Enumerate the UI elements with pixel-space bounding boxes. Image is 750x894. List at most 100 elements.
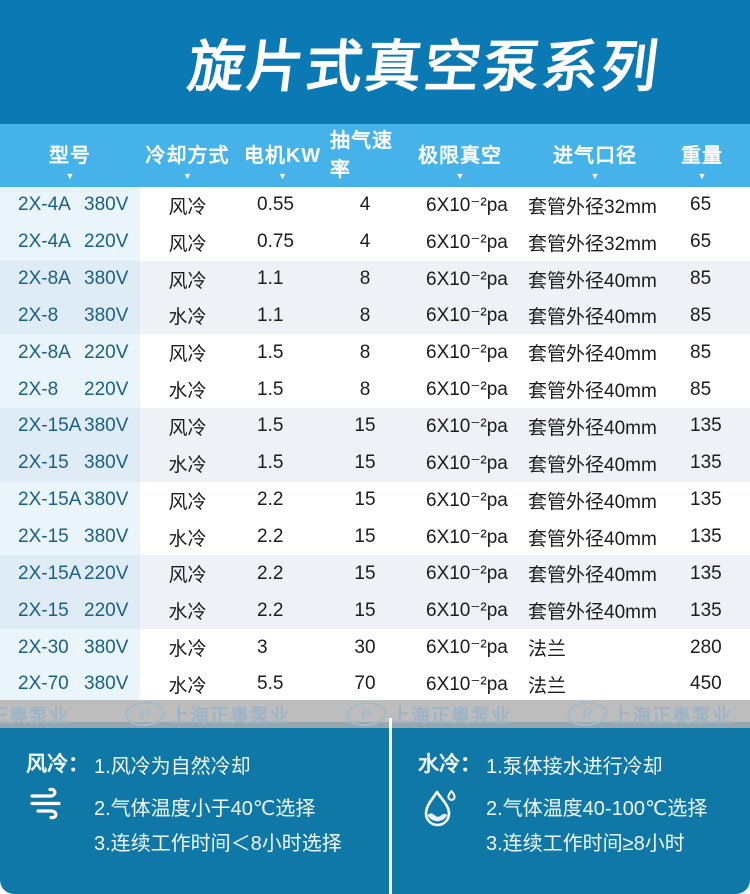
column-header-weight: 重量 ▼	[670, 124, 750, 195]
ultimate-vacuum-cell: 6X10⁻²pa	[426, 563, 508, 585]
ultimate-vacuum-cell: 6X10⁻²pa	[426, 305, 508, 327]
weight-cell: 65	[690, 231, 712, 253]
weight-cell: 65	[690, 194, 712, 216]
weight-cell: 135	[690, 526, 722, 548]
motor-kw-cell: 1.5	[257, 415, 284, 437]
table-row: 2X-15 220V 水冷 2.2 15 6X10⁻²pa 套管外径40mm 135	[0, 592, 750, 630]
pumping-rate-cell: 4	[359, 231, 371, 253]
weight-cell: 85	[690, 268, 712, 290]
model-name: 2X-15	[18, 526, 69, 548]
column-header-inlet: 进气口径 ▼	[520, 124, 670, 195]
sort-triangle-icon: ▼	[278, 170, 287, 181]
model-cell: 2X-15 220V	[0, 592, 140, 630]
model-name: 2X-70	[18, 673, 69, 695]
air-cooling-label: 风冷：	[26, 753, 89, 776]
pumping-rate-cell: 8	[359, 378, 371, 400]
page-title: 旋片式真空泵系列	[184, 34, 665, 98]
motor-kw-cell: 0.55	[257, 194, 294, 216]
model-cell: 2X-8A 220V	[0, 334, 140, 372]
motor-kw-cell: 1.1	[257, 268, 284, 290]
table-row: 2X-8A 380V 风冷 1.1 8 6X10⁻²pa 套管外径40mm 85	[0, 260, 750, 298]
model-cell: 2X-8 220V	[0, 371, 140, 409]
motor-kw-cell: 1.5	[257, 341, 284, 363]
sort-triangle-icon: ▼	[65, 170, 75, 181]
water-drop-icon	[420, 786, 458, 839]
cooling-cell: 水冷	[168, 307, 207, 329]
ultimate-vacuum-cell: 6X10⁻²pa	[426, 231, 508, 253]
pumping-rate-cell: 30	[354, 636, 376, 658]
inlet-diameter-cell: 法兰	[528, 639, 567, 661]
model-voltage: 220V	[84, 231, 129, 253]
model-name: 2X-8	[18, 378, 59, 400]
ultimate-vacuum-cell: 6X10⁻²pa	[426, 342, 508, 364]
pumping-rate-cell: 15	[354, 415, 376, 437]
weight-cell: 280	[690, 636, 722, 658]
inlet-diameter-cell: 套管外径40mm	[528, 454, 657, 476]
inlet-diameter-cell: 套管外径40mm	[528, 565, 657, 587]
model-voltage: 380V	[84, 489, 129, 511]
motor-kw-cell: 1.5	[257, 452, 284, 474]
inlet-diameter-cell: 套管外径40mm	[528, 528, 657, 550]
pumping-rate-cell: 15	[354, 599, 376, 621]
ultimate-vacuum-cell: 6X10⁻²pa	[426, 600, 508, 622]
model-cell: 2X-15A 380V	[0, 481, 140, 519]
inlet-diameter-cell: 套管外径40mm	[528, 270, 657, 292]
column-header-label: 极限真空	[418, 144, 502, 167]
ultimate-vacuum-cell: 6X10⁻²pa	[426, 194, 508, 216]
inlet-diameter-cell: 套管外径40mm	[528, 491, 657, 513]
model-name: 2X-15A	[18, 415, 82, 437]
inlet-diameter-cell: 套管外径40mm	[528, 307, 657, 329]
cooling-cell: 风冷	[168, 233, 207, 255]
model-cell: 2X-15A 380V	[0, 408, 140, 445]
ultimate-vacuum-cell: 6X10⁻²pa	[426, 268, 508, 290]
motor-kw-cell: 5.5	[257, 673, 284, 695]
table-row: 2X-15 380V 水冷 1.5 15 6X10⁻²pa 套管外径40mm 135	[0, 444, 750, 482]
cooling-cell: 水冷	[168, 602, 207, 624]
table-row: 2X-15 380V 水冷 2.2 15 6X10⁻²pa 套管外径40mm 135	[0, 518, 750, 556]
model-voltage: 380V	[84, 673, 129, 695]
cooling-cell: 水冷	[168, 675, 207, 697]
column-header-label: 型号	[49, 144, 91, 167]
inlet-diameter-cell: 套管外径32mm	[528, 196, 657, 218]
weight-cell: 135	[690, 415, 722, 437]
model-cell: 2X-4A 380V	[0, 187, 140, 224]
sort-triangle-icon: ▼	[455, 170, 465, 181]
motor-kw-cell: 2.2	[257, 489, 284, 511]
model-name: 2X-15A	[18, 562, 82, 584]
column-header-label: 重量	[681, 144, 723, 167]
model-name: 2X-4A	[18, 194, 71, 216]
watermark-text: 上海正奥泵业	[391, 705, 512, 727]
inlet-diameter-cell: 套管外径40mm	[528, 417, 657, 439]
sort-triangle-icon: ▼	[697, 170, 707, 181]
cooling-cell: 风冷	[168, 196, 207, 218]
model-voltage: 380V	[84, 304, 129, 326]
column-header-model: 型号 ▼	[0, 124, 140, 195]
ultimate-vacuum-cell: 6X10⁻²pa	[426, 673, 508, 695]
water-cooling-item: 2.气体温度40-100℃选择	[486, 798, 708, 820]
cooling-cell: 水冷	[168, 381, 207, 403]
cooling-cell: 风冷	[168, 565, 207, 587]
pumping-rate-cell: 8	[359, 304, 371, 326]
inlet-diameter-cell: 套管外径40mm	[528, 602, 657, 624]
model-voltage: 380V	[84, 194, 129, 216]
inlet-diameter-cell: 法兰	[528, 675, 567, 697]
column-header-vacuum: 极限真空 ▼	[400, 124, 520, 195]
column-header-label: 进气口径	[553, 144, 637, 167]
wind-icon	[28, 786, 68, 827]
weight-cell: 450	[690, 673, 722, 695]
weight-cell: 135	[690, 452, 722, 474]
weight-cell: 135	[690, 489, 722, 511]
air-cooling-item: 2.气体温度小于40℃选择	[94, 798, 316, 820]
cooling-cell: 风冷	[168, 270, 207, 292]
cooling-cell: 水冷	[168, 639, 207, 661]
motor-kw-cell: 1.5	[257, 378, 284, 400]
model-name: 2X-15	[18, 599, 69, 621]
cooling-cell: 风冷	[168, 491, 207, 513]
water-cooling-panel: 水冷： 1.泵体接水进行冷却 2.气体温度40-100℃选择 3.连续工作时间≥…	[392, 722, 750, 894]
pumping-rate-cell: 15	[354, 489, 376, 511]
pumping-rate-cell: 4	[359, 194, 371, 216]
model-voltage: 380V	[84, 415, 129, 437]
